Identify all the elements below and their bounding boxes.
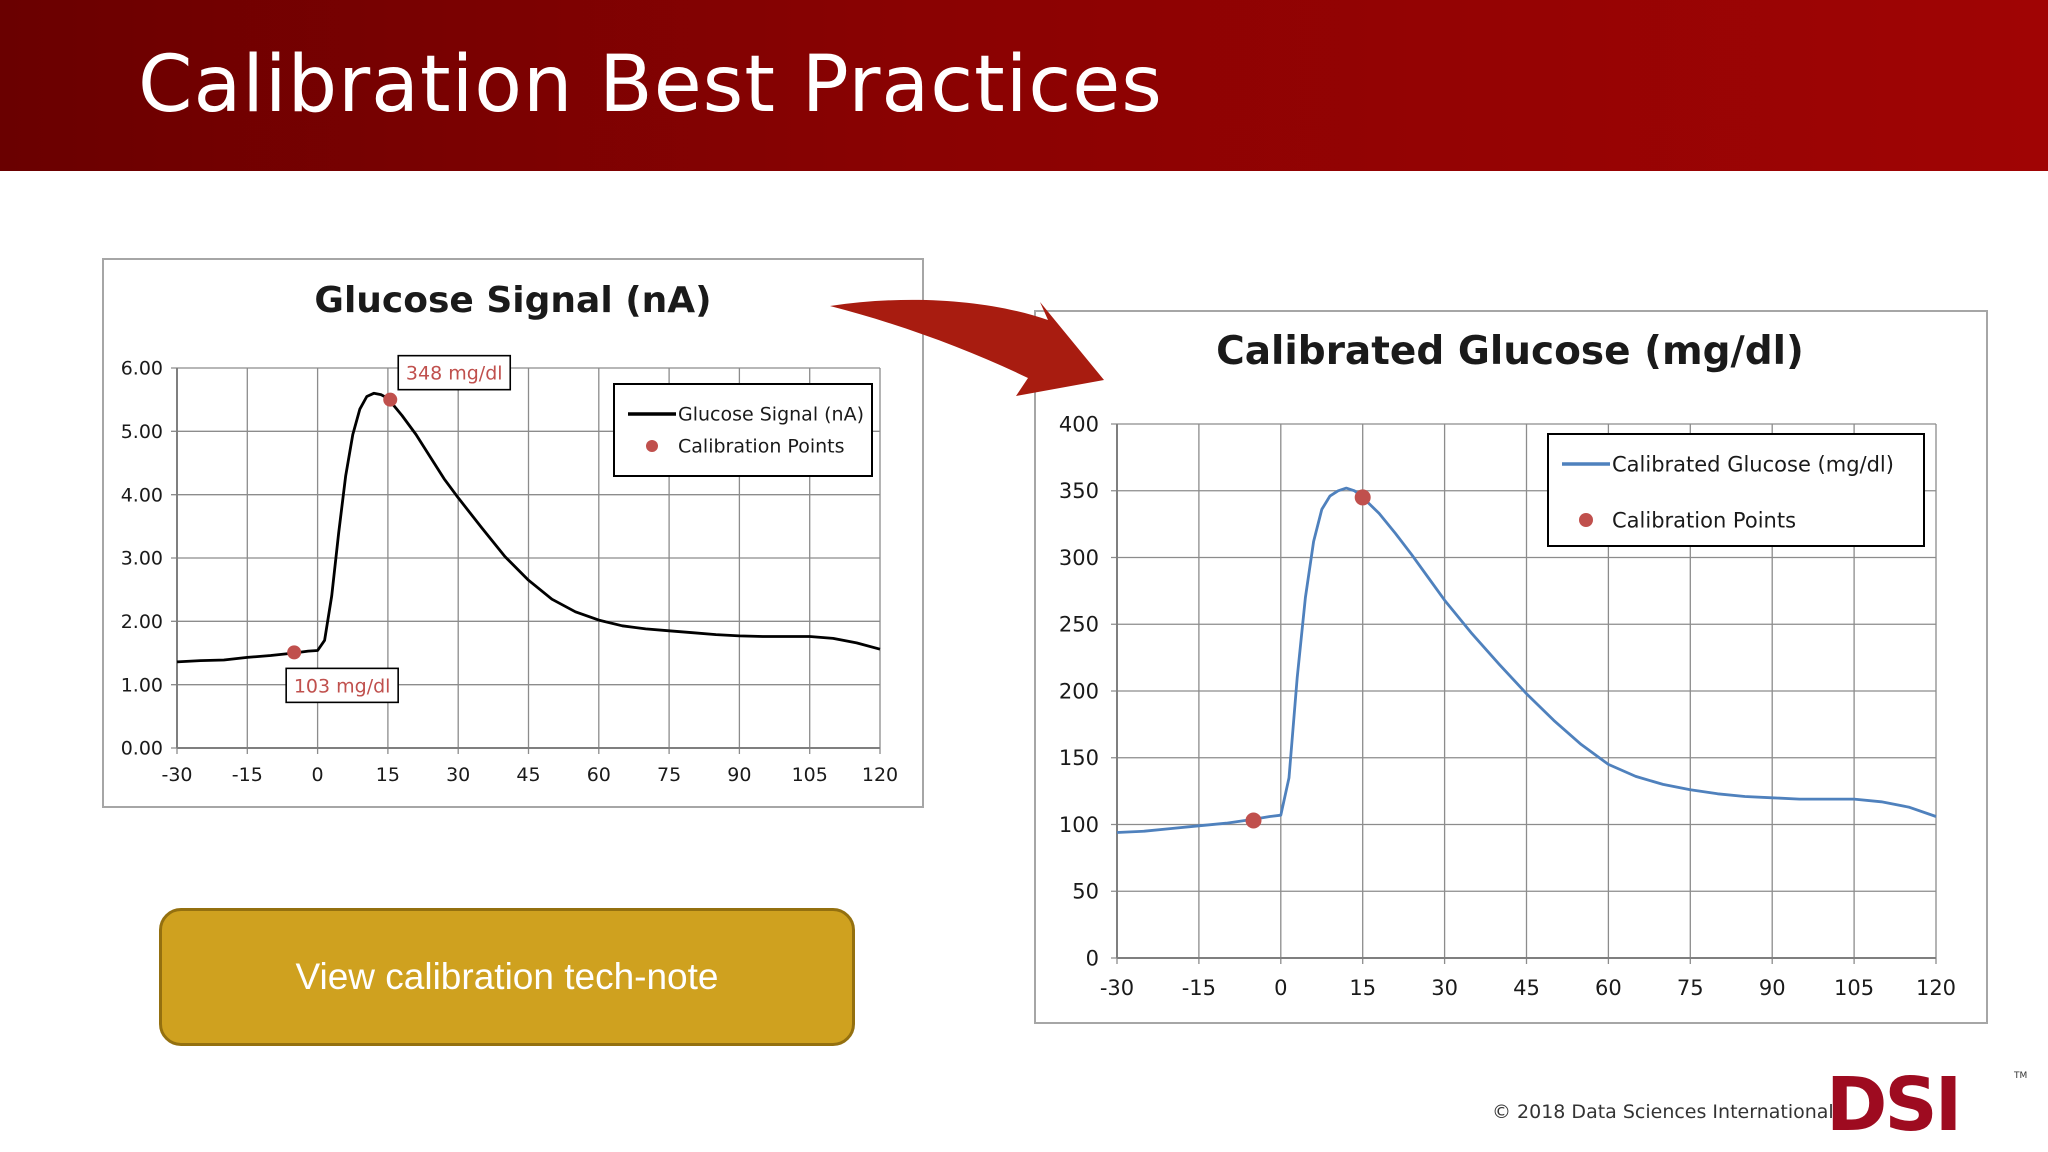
- y-tick-label: 0.00: [121, 738, 163, 760]
- series-line-calibrated-glucose: [1116, 486, 1937, 834]
- view-tech-note-label: View calibration tech-note: [295, 956, 719, 997]
- y-tick-label: 4.00: [121, 484, 163, 506]
- x-tick-label: 15: [1349, 976, 1376, 1000]
- x-tick-label: 105: [792, 764, 828, 786]
- legend-label: Glucose Signal (nA): [678, 404, 864, 426]
- legend-point-swatch: [646, 440, 658, 452]
- annotation-label: 103 mg/dl: [294, 675, 391, 697]
- calibrated-glucose-chart: Calibrated Glucose (mg/dl) -30 -15 0 15 30 45 6…: [1034, 310, 1988, 1024]
- x-tick-label: -30: [161, 764, 192, 786]
- x-tick-label: 105: [1834, 976, 1874, 1000]
- glucose-signal-chart: Glucose Signal (nA) -30 -15 0 15 30 45 60 75 90 10…: [102, 258, 924, 808]
- annotation-label: 348 mg/dl: [406, 363, 503, 385]
- x-tick-label: -15: [232, 764, 263, 786]
- legend-box: [613, 383, 873, 477]
- y-tick-label: 50: [1072, 880, 1099, 904]
- x-tick-label: 75: [1677, 976, 1704, 1000]
- y-tick-label: 400: [1059, 412, 1099, 436]
- calibration-point: [1354, 489, 1371, 506]
- x-tick-label: 0: [312, 764, 324, 786]
- y-tick-label: 5.00: [121, 421, 163, 443]
- legend-point-swatch: [1579, 513, 1593, 527]
- x-tick-label: 120: [1916, 976, 1956, 1000]
- calibration-point: [287, 645, 302, 660]
- title-banner: Calibration Best Practices: [0, 0, 2048, 171]
- trademark-mark: TM: [2013, 1071, 2027, 1081]
- chart-title: Calibrated Glucose (mg/dl): [1216, 329, 1804, 374]
- y-tick-label: 350: [1059, 479, 1099, 503]
- x-tick-label: 90: [1759, 976, 1786, 1000]
- y-tick-label: 250: [1059, 613, 1099, 637]
- y-tick-label: 300: [1059, 546, 1099, 570]
- x-tick-label: 30: [446, 764, 470, 786]
- glucose-signal-chart-svg: Glucose Signal (nA) -30 -15 0 15 30 45 60 75 90 10…: [121, 280, 898, 786]
- x-tick-label: 60: [587, 764, 611, 786]
- x-tick-label: 30: [1431, 976, 1458, 1000]
- y-tick-label: 200: [1059, 679, 1099, 703]
- x-tick-label: 75: [657, 764, 681, 786]
- y-tick-label: 100: [1059, 813, 1099, 837]
- x-tick-label: 0: [1274, 976, 1287, 1000]
- x-tick-label: 45: [1513, 976, 1540, 1000]
- y-tick-label: 3.00: [121, 548, 163, 570]
- calibration-point: [1245, 812, 1262, 829]
- annotation-box: [285, 667, 399, 704]
- y-tick-label: 150: [1059, 746, 1099, 770]
- x-tick-label: 45: [516, 764, 540, 786]
- x-tick-label: -30: [1100, 976, 1134, 1000]
- calibration-point: [383, 392, 398, 407]
- view-tech-note-button[interactable]: View calibration tech-note: [159, 908, 855, 1046]
- series-line-glucose-signal: [176, 391, 881, 664]
- x-tick-label: -15: [1182, 976, 1216, 1000]
- x-tick-label: 90: [727, 764, 751, 786]
- chart-title: Glucose Signal (nA): [314, 280, 711, 321]
- legend-label: Calibration Points: [1612, 508, 1796, 532]
- x-tick-label: 120: [862, 764, 898, 786]
- copyright-text: © 2018 Data Sciences International: [1492, 1101, 1834, 1123]
- legend-box: [1547, 433, 1925, 547]
- dsi-logo: DSI TM: [1826, 1068, 2027, 1134]
- annotation-box: [397, 354, 512, 391]
- y-tick-label: 0: [1086, 946, 1099, 970]
- x-tick-label: 60: [1595, 976, 1622, 1000]
- slide-title: Calibration Best Practices: [138, 40, 1163, 130]
- legend-label: Calibrated Glucose (mg/dl): [1612, 452, 1894, 476]
- legend-label: Calibration Points: [678, 436, 845, 458]
- x-tick-label: 15: [376, 764, 400, 786]
- logo-text: DSI: [1826, 1068, 1959, 1134]
- y-tick-label: 6.00: [121, 358, 163, 380]
- calibrated-glucose-chart-svg: Calibrated Glucose (mg/dl) -30 -15 0 15 30 45 6…: [1059, 329, 1956, 1000]
- y-tick-label: 2.00: [121, 611, 163, 633]
- y-tick-label: 1.00: [121, 674, 163, 696]
- curved-arrow-icon: [830, 299, 1104, 396]
